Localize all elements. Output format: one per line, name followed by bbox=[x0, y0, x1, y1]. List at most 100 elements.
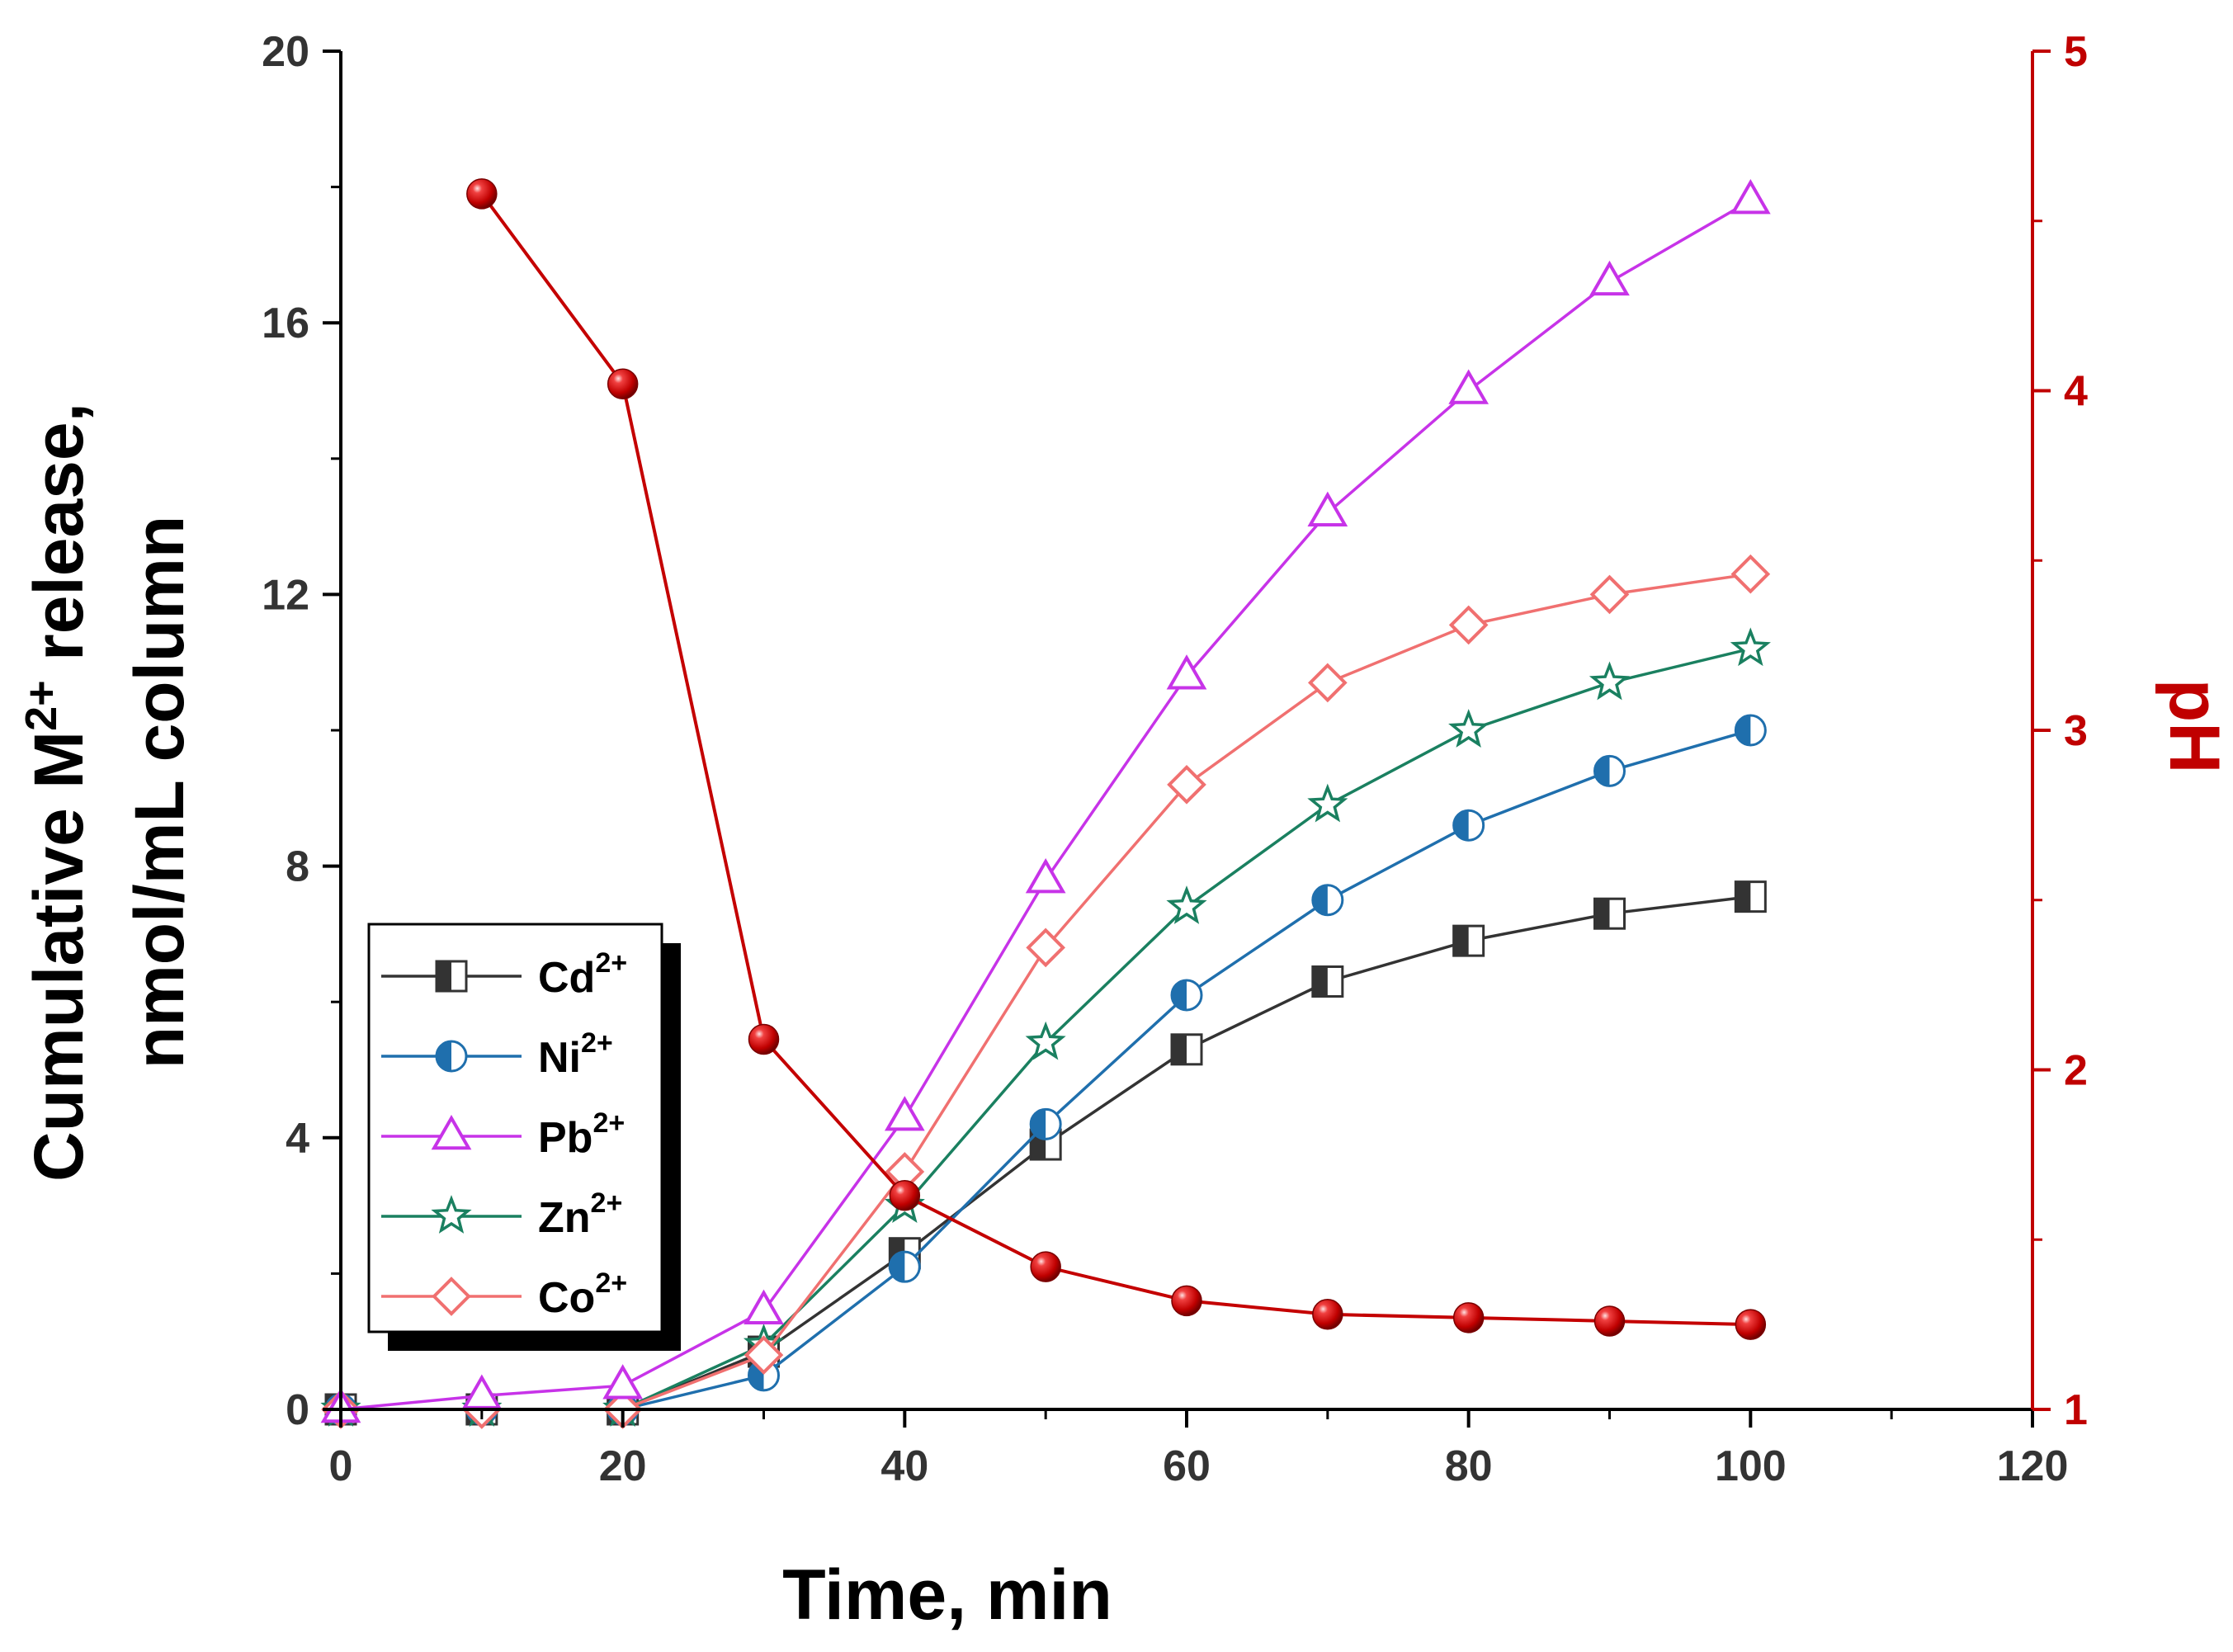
legend-label: Cd2+ bbox=[538, 947, 627, 1002]
y-axis-title-sup: 2+ bbox=[17, 680, 66, 731]
y2-tick-label: 2 bbox=[2064, 1047, 2088, 1095]
data-point-pb bbox=[884, 1096, 925, 1131]
y2-tick-label: 1 bbox=[2064, 1386, 2088, 1434]
y2-tick-label: 3 bbox=[2064, 707, 2088, 755]
y-axis-title-line1-end: release, bbox=[20, 403, 97, 680]
ph-point bbox=[889, 1180, 921, 1211]
marker-outline bbox=[1448, 605, 1489, 645]
data-point-ni bbox=[1593, 754, 1626, 787]
marker-outline bbox=[1589, 574, 1630, 615]
legend: Cd2+Ni2+Pb2+Zn2+Co2+ bbox=[367, 923, 681, 1351]
legend-label-sup: 2+ bbox=[591, 1187, 623, 1219]
legend-label: Co2+ bbox=[538, 1267, 627, 1322]
legend-item-zn: Zn2+ bbox=[381, 1187, 622, 1242]
legend-box bbox=[367, 923, 663, 1333]
marker-outline bbox=[1589, 260, 1630, 296]
marker-fill bbox=[1031, 1109, 1046, 1140]
data-point-zn bbox=[1589, 661, 1631, 701]
marker-outline bbox=[1026, 927, 1065, 968]
marker-outline bbox=[1025, 858, 1066, 894]
legend-label-sup: 2+ bbox=[595, 1267, 627, 1299]
y-tick-label: 12 bbox=[262, 571, 309, 619]
data-point-pb bbox=[1730, 179, 1771, 215]
data-point-ni bbox=[888, 1250, 921, 1283]
legend-item-co: Co2+ bbox=[381, 1267, 627, 1322]
marker-outline bbox=[1308, 663, 1348, 703]
svg-text:pH: pH bbox=[2155, 679, 2233, 774]
marker-outline bbox=[1730, 554, 1771, 594]
data-point-co bbox=[1589, 574, 1630, 615]
marker-fill bbox=[1735, 881, 1751, 912]
legend-item-cd: Cd2+ bbox=[381, 947, 627, 1002]
ph-point bbox=[466, 178, 498, 210]
data-point-ni bbox=[1311, 884, 1344, 917]
legend-marker bbox=[431, 1114, 472, 1150]
marker-outline bbox=[1589, 661, 1631, 701]
y-axis-title: Cumulative M2+ release, bbox=[17, 403, 97, 1182]
data-point-ni bbox=[1452, 809, 1485, 842]
y-axis-title-2: nmol/mL column bbox=[120, 516, 198, 1069]
data-point-ni bbox=[1170, 979, 1203, 1012]
marker-outline bbox=[1166, 885, 1207, 924]
marker-fill bbox=[1735, 715, 1751, 745]
marker-fill bbox=[890, 1252, 905, 1282]
svg-text:nmol/mL column: nmol/mL column bbox=[120, 516, 198, 1069]
data-point-co bbox=[1448, 605, 1489, 645]
data-point-co bbox=[1167, 765, 1206, 805]
legend-label-base: Cd bbox=[538, 954, 595, 1002]
x-axis-title: Time, min bbox=[782, 1555, 1112, 1635]
data-point-pb bbox=[1166, 654, 1207, 690]
legend-label-sup: 2+ bbox=[595, 947, 627, 979]
legend-item-pb: Pb2+ bbox=[381, 1107, 625, 1162]
legend-label: Pb2+ bbox=[538, 1107, 625, 1162]
data-point-co bbox=[744, 1335, 784, 1375]
ph-point bbox=[1735, 1309, 1767, 1340]
data-point-ni bbox=[1029, 1107, 1062, 1140]
data-point-pb bbox=[1025, 858, 1066, 894]
x-tick-label: 60 bbox=[1163, 1442, 1211, 1490]
marker-outline bbox=[744, 1335, 784, 1375]
ph-point bbox=[607, 368, 639, 400]
marker-outline bbox=[461, 1374, 503, 1409]
x-tick-label: 120 bbox=[1997, 1442, 2069, 1490]
marker-outline bbox=[744, 1289, 784, 1324]
marker-outline bbox=[1448, 369, 1489, 404]
legend-label-sup: 2+ bbox=[581, 1027, 613, 1059]
y-axis-title-line1: Cumulative M bbox=[20, 731, 97, 1182]
marker-fill bbox=[1172, 1034, 1187, 1064]
data-point-cd bbox=[1593, 897, 1626, 930]
y-tick-label: 0 bbox=[286, 1386, 309, 1434]
marker-fill bbox=[1594, 899, 1610, 929]
y2-axis-title: pH bbox=[2155, 679, 2233, 774]
series-pb bbox=[320, 179, 1771, 1423]
ph-point bbox=[1452, 1302, 1485, 1333]
data-point-pb bbox=[1448, 369, 1489, 404]
marker-outline bbox=[1166, 654, 1207, 690]
data-point-zn bbox=[1448, 709, 1489, 748]
legend-label-base: Pb bbox=[538, 1114, 592, 1162]
y-tick-label: 8 bbox=[286, 843, 309, 891]
data-point-zn bbox=[1025, 1021, 1066, 1060]
legend-item-ni: Ni2+ bbox=[381, 1027, 613, 1082]
legend-label-sup: 2+ bbox=[592, 1107, 625, 1139]
y-tick-label: 20 bbox=[262, 28, 309, 76]
data-point-pb bbox=[1589, 260, 1630, 296]
marker-fill bbox=[1172, 979, 1187, 1010]
ph-series-layer bbox=[466, 178, 1767, 1340]
ph-line bbox=[480, 192, 1751, 1327]
data-point-cd bbox=[1311, 965, 1344, 998]
marker-fill bbox=[1594, 756, 1610, 786]
marker-outline bbox=[432, 1277, 471, 1316]
y-tick-label: 16 bbox=[262, 300, 309, 347]
marker-outline bbox=[1448, 709, 1489, 748]
marker-outline bbox=[431, 1114, 472, 1150]
marker-outline bbox=[602, 1364, 644, 1399]
legend-label-base: Zn bbox=[538, 1194, 591, 1242]
ph-point bbox=[1171, 1285, 1202, 1317]
y2-tick-label: 4 bbox=[2064, 368, 2088, 416]
data-point-cd bbox=[1734, 880, 1767, 913]
x-tick-label: 20 bbox=[599, 1442, 647, 1490]
y2-tick-label: 5 bbox=[2064, 28, 2088, 76]
